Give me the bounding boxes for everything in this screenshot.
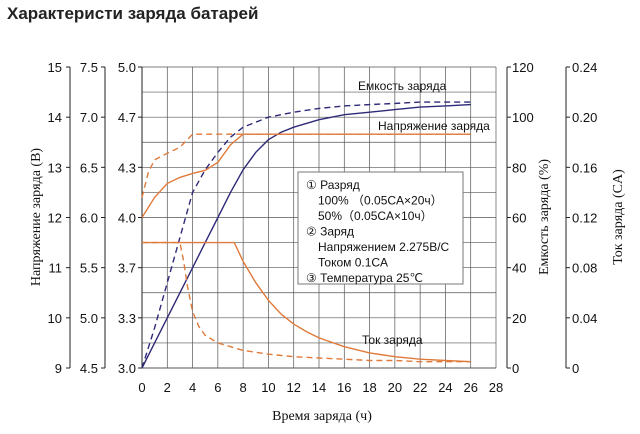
annotation-line: ① Разряд xyxy=(306,178,360,192)
y-tick-label: 5.5 xyxy=(80,261,98,276)
y-tick-label: 6.0 xyxy=(80,211,98,226)
series-line xyxy=(141,103,471,369)
x-tick-label: 16 xyxy=(337,380,351,395)
annotation-rect xyxy=(297,171,464,285)
x-tick-label: 24 xyxy=(438,380,452,395)
y-tick-label: 0.08 xyxy=(572,261,597,276)
x-tick-label: 10 xyxy=(261,380,275,395)
y-tick-label: 3.3 xyxy=(118,311,136,326)
series-group xyxy=(141,101,471,369)
y-tick-label: 40 xyxy=(512,261,526,276)
y-tick-label: 7.0 xyxy=(80,110,98,125)
y-tick-label: 3.7 xyxy=(118,261,136,276)
grid xyxy=(141,66,497,369)
y-tick-label: 9 xyxy=(55,361,62,376)
annotation-box: ① Разряд 100% （0.05CA×20ч）50%（0.05CA×10ч）… xyxy=(297,171,464,285)
y-tick-label: 4.7 xyxy=(118,110,136,125)
annotation-line: 100% （0.05CA×20ч） xyxy=(318,194,443,208)
y-tick-label: 0.04 xyxy=(572,311,597,326)
y-tick-label: 80 xyxy=(512,160,526,175)
series-label: Емкость заряда xyxy=(358,79,447,93)
y-tick-label: 7.5 xyxy=(80,60,98,75)
annotation-line: Напряжением 2.275В/С xyxy=(318,240,450,254)
y-tick-label: 5.0 xyxy=(80,311,98,326)
x-tick-label: 12 xyxy=(286,380,300,395)
y-tick-label: 0 xyxy=(512,361,519,376)
y-tick-label: 0.16 xyxy=(572,160,597,175)
x-tick-label: 26 xyxy=(463,380,477,395)
y-tick-label: 13 xyxy=(48,160,62,175)
series-label: Напряжение заряда xyxy=(378,119,490,133)
y-tick-label: 0.24 xyxy=(572,60,597,75)
y-tick-label: 120 xyxy=(512,60,534,75)
x-tick-label: 18 xyxy=(362,380,376,395)
annotation-line: 50%（0.05CA×10ч） xyxy=(318,209,433,223)
y-tick-label: 0.20 xyxy=(572,110,597,125)
axes: 0 2 4 6 8 10 12 14 16 18 20 22 24 26 2815141312111097.… xyxy=(29,60,626,424)
y-axis-label-capacity: Емкость заряда (%) xyxy=(537,159,552,275)
x-tick-label: 6 xyxy=(214,380,221,395)
y-tick-label: 4.5 xyxy=(80,361,98,376)
y-tick-label: 3.0 xyxy=(118,361,136,376)
y-tick-label: 60 xyxy=(512,211,526,226)
annotation-line: Током 0.1CA xyxy=(318,256,388,270)
x-tick-label: 2 xyxy=(164,380,171,395)
y-tick-label: 6.5 xyxy=(80,160,98,175)
y-tick-label: 20 xyxy=(512,311,526,326)
annotation-line: ③ Температура 25℃ xyxy=(306,271,423,285)
x-tick-label: 20 xyxy=(388,380,402,395)
series-label: Ток заряда xyxy=(362,333,423,347)
x-tick-label: 8 xyxy=(240,380,247,395)
y-tick-label: 5.0 xyxy=(118,60,136,75)
x-tick-label: 0 xyxy=(138,380,145,395)
y-axis-label-current: Ток заряда (CA) xyxy=(611,169,626,265)
y-tick-label: 0.12 xyxy=(572,211,597,226)
y-tick-label: 11 xyxy=(49,261,63,276)
x-tick-label: 22 xyxy=(413,380,427,395)
x-tick-label: 4 xyxy=(189,380,196,395)
y-tick-label: 14 xyxy=(48,110,62,125)
x-tick-label: 28 xyxy=(489,380,503,395)
annotation-line: ② Заряд xyxy=(306,225,354,239)
y-tick-label: 10 xyxy=(48,311,62,326)
series-line xyxy=(142,241,471,363)
x-tick-label: 14 xyxy=(312,380,326,395)
series-line xyxy=(141,133,471,198)
y-tick-label: 15 xyxy=(48,60,62,75)
y-tick-label: 4.0 xyxy=(118,211,136,226)
series-labels: Емкость заряда Напряжение заряда Ток заряд… xyxy=(358,79,490,347)
series-line xyxy=(141,101,471,369)
y-tick-label: 4.3 xyxy=(118,160,136,175)
y-tick-label: 100 xyxy=(512,110,534,125)
y-tick-label: 12 xyxy=(48,211,62,226)
x-axis-label: Время заряда (ч) xyxy=(272,409,372,424)
page-title: Характеристи заряда батарей xyxy=(7,4,259,23)
y-tick-label: 0 xyxy=(572,361,579,376)
y-axis-label-voltage: Напряжение заряда (В) xyxy=(29,148,44,286)
series-line xyxy=(142,241,471,363)
